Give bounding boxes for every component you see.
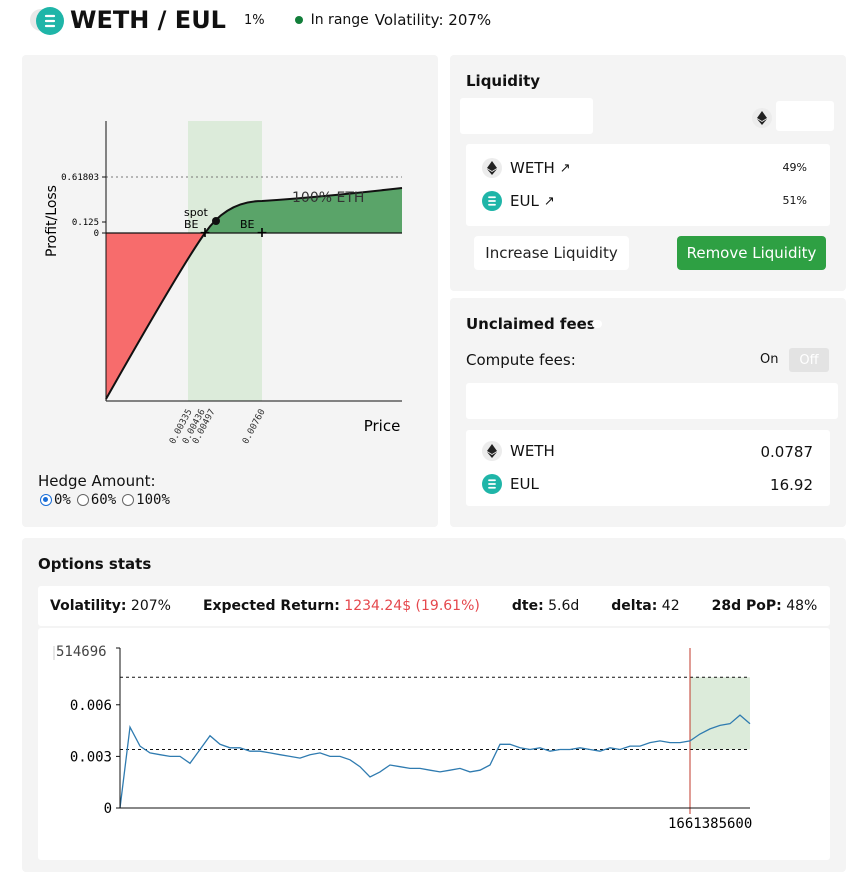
x-axis-label: Price: [364, 417, 401, 435]
external-link-icon[interactable]: ↗: [559, 160, 571, 176]
y-tick-2: 0: [94, 229, 99, 239]
hedge-label: Hedge Amount:: [38, 472, 156, 490]
token-symbol: WETH: [510, 159, 555, 177]
y-top-label: 514696: [56, 644, 107, 660]
y-tick-0: 0.61803: [61, 173, 99, 183]
dte-value: 5.6d: [548, 598, 580, 614]
fees-row-eul: EUL: [482, 474, 539, 494]
price-series-line: [119, 714, 751, 809]
liquidity-eth-box: [776, 101, 834, 131]
liquidity-pct-weth: 49%: [782, 161, 807, 174]
fee-tier: 1%: [243, 12, 265, 28]
liquidity-token-list: [466, 144, 830, 226]
expected-return-value: 1234.24$ (19.61%): [344, 598, 480, 614]
eth-icon: [482, 441, 502, 461]
volatility-value: 207%: [130, 598, 171, 614]
price-range-band: [690, 677, 750, 750]
pop-label: 28d PoP:: [711, 598, 782, 614]
compute-fees-label: Compute fees:: [466, 351, 576, 369]
pair-icons: [30, 5, 66, 35]
eth-icon: [752, 108, 772, 128]
range-status: In range: [310, 12, 369, 28]
spot-label: spot: [184, 206, 208, 219]
fees-amount-weth: 0.0787: [760, 443, 814, 461]
remove-liquidity-button[interactable]: Remove Liquidity: [677, 236, 826, 270]
expected-return-label: Expected Return:: [202, 598, 340, 614]
x-tick-label: 1661385600: [668, 816, 752, 832]
options-stats-title: Options stats: [38, 555, 152, 573]
page-header: WETH / EUL 1% In range Volatility: 207%: [30, 4, 491, 36]
fees-token-list: [466, 430, 830, 506]
y-tick-2: 0: [104, 801, 112, 817]
be-label-right: BE: [240, 218, 255, 231]
toggle-off[interactable]: Off: [789, 348, 829, 372]
toggle-on[interactable]: On: [760, 352, 779, 367]
liquidity-title: Liquidity: [466, 72, 541, 90]
fees-loading-indicator: [592, 320, 602, 328]
x-tick-3: 0.00760: [241, 408, 268, 446]
fees-title: Unclaimed fees: [466, 315, 596, 333]
pair-title: WETH / EUL: [70, 6, 226, 34]
profit-area: [205, 188, 402, 233]
token-symbol: WETH: [510, 442, 555, 460]
hedge-radio-0[interactable]: [40, 494, 52, 506]
eul-icon: [36, 7, 64, 35]
y-axis-label: Profit/Loss: [44, 185, 60, 257]
position-label: 100% ETH: [292, 190, 364, 206]
token-symbol: EUL: [510, 475, 539, 493]
hedge-option-100: 100%: [136, 492, 170, 508]
stats-bar: [38, 586, 830, 626]
range-band: [188, 121, 262, 401]
external-link-icon[interactable]: ↗: [543, 193, 555, 209]
pnl-chart: 0.61803 0.125 0 Profit/Loss Price 100% E…: [44, 121, 403, 446]
liquidity-row-eul: EUL ↗: [482, 191, 555, 211]
fees-amount-eul: 16.92: [770, 476, 813, 494]
loss-area: [106, 233, 205, 399]
volatility-label: Volatility:: [50, 598, 127, 614]
fees-row-weth: WETH: [482, 441, 555, 461]
hedge-option-0: 0%: [54, 492, 71, 508]
stats-row: Volatility: 207% Expected Return: 1234.2…: [50, 598, 817, 614]
price-chart: 0.006 0.003 0 514696 1661385600: [53, 644, 752, 832]
y-tick-0: 0.006: [70, 698, 112, 714]
fees-value-box: [466, 383, 838, 419]
hedge-radio-100[interactable]: [122, 494, 135, 506]
header-volatility: Volatility: 207%: [374, 11, 492, 29]
hedge-radio-60[interactable]: [76, 494, 89, 506]
status-dot: [294, 16, 303, 24]
liquidity-pct-eul: 51%: [782, 194, 807, 207]
delta-label: delta:: [611, 598, 658, 614]
be-marker-right: +: [256, 225, 268, 241]
increase-liquidity-button[interactable]: Increase Liquidity: [474, 236, 629, 270]
pnl-curve: [105, 187, 403, 400]
pop-value: 48%: [786, 598, 818, 614]
y-tick-1: 0.003: [70, 749, 112, 765]
eul-icon: [482, 474, 502, 494]
hedge-option-60: 60%: [90, 492, 117, 508]
y-tick-1: 0.125: [72, 218, 99, 228]
token-symbol: EUL: [510, 192, 539, 210]
dte-label: dte:: [511, 598, 544, 614]
be-label-left: BE: [184, 218, 199, 231]
spot-point: [212, 217, 220, 225]
liquidity-row-weth: WETH ↗: [482, 158, 571, 178]
hedge-options: 0% 60% 100%: [40, 492, 176, 508]
liquidity-value-box: [460, 98, 593, 134]
eul-icon: [482, 191, 502, 211]
be-marker-left: +: [199, 225, 211, 241]
eth-icon: [482, 158, 502, 178]
delta-value: 42: [661, 598, 680, 614]
